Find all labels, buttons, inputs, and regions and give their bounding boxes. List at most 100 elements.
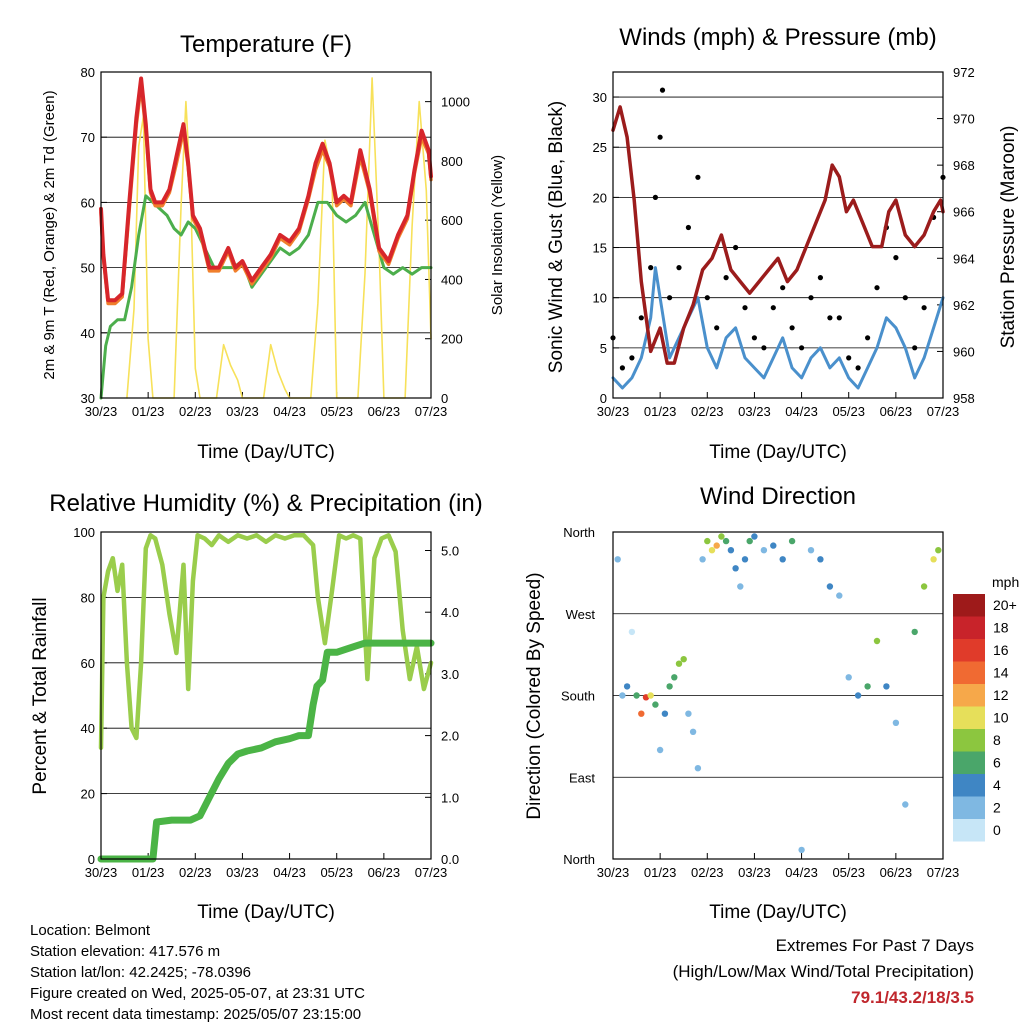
- gust-point: [874, 285, 880, 291]
- gust-point: [638, 315, 644, 321]
- y-right-tick-label: 0: [441, 391, 448, 406]
- x-tick-label: 01/23: [644, 404, 677, 419]
- y-tick-label: 60: [81, 195, 95, 210]
- x-tick-label: 03/23: [226, 865, 259, 880]
- direction-point: [727, 547, 735, 554]
- direction-point: [751, 533, 758, 540]
- direction-point: [807, 547, 815, 554]
- direction-point: [689, 728, 697, 735]
- direction-point: [718, 533, 725, 540]
- wind-direction-title: Wind Direction: [700, 483, 856, 510]
- gust-point: [808, 295, 814, 301]
- x-tick-label: 02/23: [691, 404, 724, 419]
- station-info: Location: Belmont Station elevation: 417…: [30, 920, 365, 1025]
- legend-swatch: [953, 796, 985, 819]
- gust-point: [855, 365, 861, 371]
- direction-point: [760, 547, 768, 554]
- direction-point: [661, 710, 669, 717]
- temperature-ylabel: 2m & 9m T (Red, Orange) & 2m Td (Green): [41, 90, 58, 379]
- gust-point: [817, 275, 824, 281]
- gust-point: [619, 365, 626, 371]
- direction-point: [699, 556, 706, 563]
- legend-swatch: [953, 706, 985, 729]
- y-right-tick-label: 4.0: [441, 605, 459, 620]
- y-tick-label: 10: [593, 291, 607, 306]
- direction-point: [675, 660, 683, 667]
- plot-frame: [612, 71, 944, 399]
- direction-point: [722, 537, 730, 545]
- direction-point: [671, 674, 678, 681]
- direction-point: [652, 701, 659, 708]
- y-right-tick-label: 958: [953, 391, 975, 406]
- station-latlon: Station lat/lon: 42.2425; -78.0396: [30, 964, 252, 981]
- station-location: Location: Belmont: [30, 922, 151, 939]
- x-tick-label: 04/23: [273, 865, 306, 880]
- x-tick-label: 02/23: [179, 865, 212, 880]
- direction-point: [817, 556, 824, 563]
- y-right-tick-label: 1000: [441, 95, 470, 110]
- direction-tick-label: North: [563, 852, 595, 867]
- legend-label: 6: [993, 755, 1001, 771]
- plot-frame: [100, 71, 432, 399]
- legend-label: 8: [993, 732, 1001, 748]
- series-2m-temperature: [99, 76, 433, 303]
- legend-swatch: [953, 594, 985, 617]
- direction-point: [845, 674, 852, 681]
- direction-point: [704, 537, 711, 545]
- y-tick-label: 15: [593, 241, 607, 256]
- legend-swatch: [953, 729, 985, 752]
- gust-point: [770, 305, 776, 311]
- gust-point: [836, 315, 842, 321]
- y-tick-label: 80: [81, 65, 95, 80]
- direction-point: [798, 846, 805, 854]
- gust-point: [761, 345, 767, 351]
- legend-label: 10: [993, 710, 1009, 726]
- y-right-tick-label: 0.0: [441, 852, 459, 867]
- legend-label: 12: [993, 687, 1009, 703]
- y-right-tick-label: 968: [953, 158, 975, 173]
- y-tick-label: 0: [600, 391, 607, 406]
- legend-swatch: [953, 684, 985, 707]
- gust-point: [704, 295, 710, 301]
- direction-point: [656, 746, 664, 754]
- x-tick-label: 06/23: [880, 865, 913, 880]
- direction-point: [623, 683, 631, 690]
- gust-point: [667, 295, 673, 301]
- wind-direction-xlabel: Time (Day/UTC): [709, 902, 847, 923]
- gust-point: [695, 174, 701, 180]
- direction-tick-label: East: [569, 770, 595, 785]
- x-tick-label: 06/23: [880, 404, 913, 419]
- y-tick-label: 80: [81, 590, 95, 605]
- legend-label: 14: [993, 665, 1009, 681]
- x-tick-label: 05/23: [832, 404, 865, 419]
- legend-label: 18: [993, 620, 1009, 636]
- gust-point: [648, 265, 654, 271]
- x-tick-label: 05/23: [320, 404, 353, 419]
- direction-point: [788, 537, 796, 545]
- y-tick-label: 30: [81, 391, 95, 406]
- y-tick-label: 70: [81, 130, 95, 145]
- y-right-tick-label: 5.0: [441, 544, 459, 559]
- direction-point: [883, 683, 890, 690]
- direction-point: [779, 556, 786, 563]
- direction-point: [935, 547, 942, 554]
- direction-point: [873, 637, 881, 645]
- direction-point: [854, 692, 862, 699]
- direction-point: [713, 542, 720, 549]
- direction-point: [680, 656, 687, 663]
- humidity-ylabel: Percent & Total Rainfall: [30, 597, 51, 794]
- direction-point: [902, 801, 909, 808]
- direction-tick-label: South: [561, 689, 595, 704]
- direction-tick-label: West: [566, 607, 596, 622]
- humidity-title: Relative Humidity (%) & Precipitation (i…: [49, 490, 482, 517]
- x-tick-label: 01/23: [644, 865, 677, 880]
- plot-frame: [100, 531, 432, 860]
- extremes-box: Extremes For Past 7 Days (High/Low/Max W…: [673, 933, 974, 1011]
- x-tick-label: 04/23: [785, 865, 818, 880]
- direction-point: [864, 683, 871, 690]
- plot-frame: [612, 531, 944, 860]
- legend-label: 4: [993, 777, 1001, 793]
